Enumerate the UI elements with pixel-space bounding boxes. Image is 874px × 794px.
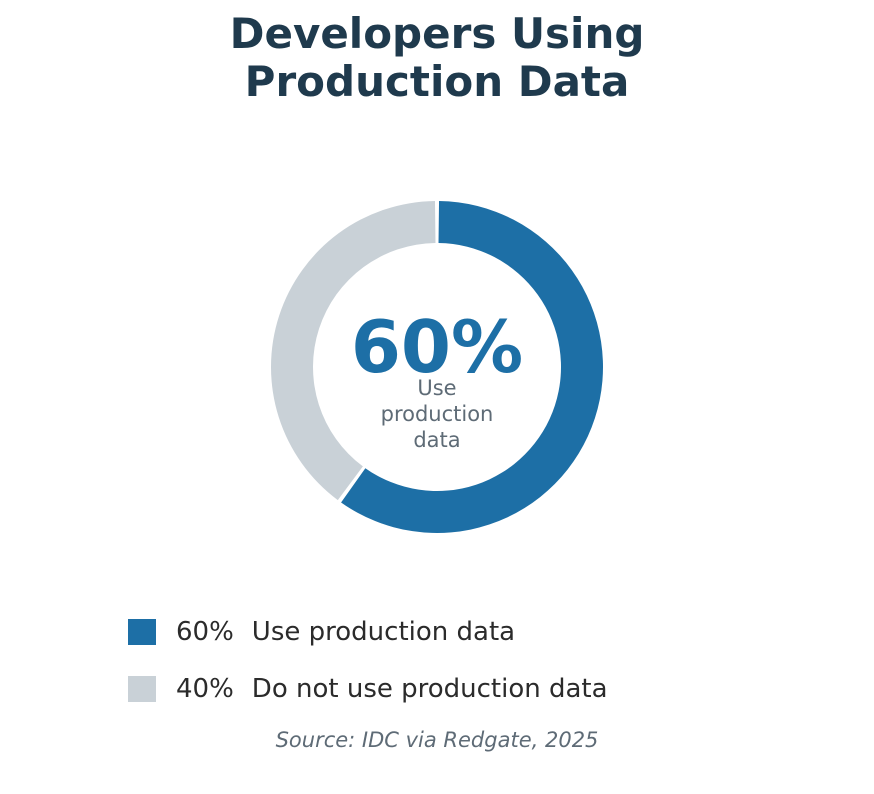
- legend-swatch: [128, 676, 156, 702]
- center-label-line-2: production: [381, 402, 494, 426]
- donut-slice-use-production-data: [341, 201, 603, 533]
- legend-item-do-not-use-production-data: 40% Do not use production data: [128, 669, 608, 709]
- legend: 60% Use production data 40% Do not use p…: [128, 612, 608, 726]
- legend-percent: 60%: [176, 617, 234, 647]
- legend-label: Do not use production data: [251, 674, 608, 704]
- center-value: 60%: [351, 305, 523, 389]
- legend-percent: 40%: [176, 674, 234, 704]
- chart-title-line-2: Production Data: [244, 57, 630, 106]
- source-note: Source: IDC via Redgate, 2025: [275, 728, 599, 752]
- legend-label: Use production data: [251, 617, 516, 647]
- center-label-line-1: Use: [417, 376, 456, 400]
- center-label-line-3: data: [413, 428, 460, 452]
- chart-title: Developers Using Production Data: [0, 10, 874, 106]
- legend-swatch: [128, 619, 156, 645]
- donut-slice-do-not-use-production-data: [270, 201, 436, 501]
- legend-item-use-production-data: 60% Use production data: [128, 612, 608, 652]
- chart-title-line-1: Developers Using: [229, 9, 645, 58]
